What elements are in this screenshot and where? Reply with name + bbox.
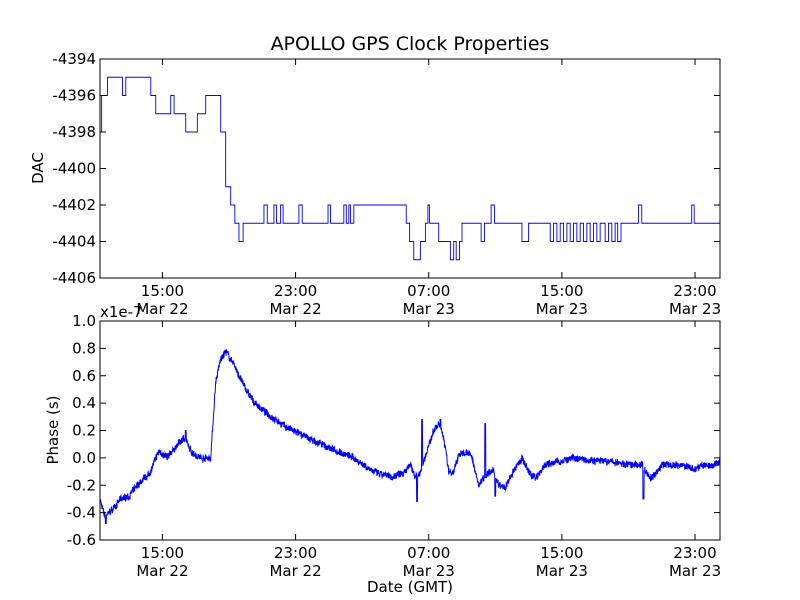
dac-y-axis-title: DAC [29,152,47,184]
x-tick-date-label: Mar 23 [669,300,721,318]
x-tick-date-label: Mar 22 [269,300,321,318]
x-tick-date-label: Mar 22 [136,562,188,580]
x-tick-time-label: 15:00 [540,282,583,300]
x-tick-time-label: 07:00 [407,282,450,300]
dac-panel: -4394 -4396 -4398 -4400 -4402 -4404 -4406 15:0… [29,50,721,318]
phase-series-line [100,349,720,525]
phase-y-ticks: 1.0 0.8 0.6 0.4 0.2 0.0 -0.2 -0.4 -0.6 [67,312,720,549]
phase-plot-area [100,321,720,540]
dac-series-layer [100,76,720,261]
x-tick-time-label: 07:00 [407,544,450,562]
x-tick-time-label: 23:00 [673,282,716,300]
x-tick-time-label: 15:00 [540,544,583,562]
x-tick-date-label: Mar 23 [403,300,455,318]
x-tick-date-label: Mar 22 [136,300,188,318]
y-tick-label: 1.0 [72,312,96,330]
x-tick-date-label: Mar 23 [669,562,721,580]
chart-title: APOLLO GPS Clock Properties [271,33,550,55]
y-tick-label: 0.0 [72,449,96,467]
y-tick-label: -4404 [52,233,96,251]
y-tick-label: 0.2 [72,422,96,440]
y-tick-label: -4398 [52,123,96,141]
y-tick-label: -0.6 [67,531,96,549]
y-tick-label: 0.4 [72,394,96,412]
dac-series-line [100,76,720,261]
phase-series-layer [100,349,720,525]
x-tick-time-label: 15:00 [141,544,184,562]
y-tick-label: 0.6 [72,367,96,385]
x-tick-time-label: 15:00 [141,282,184,300]
dac-y-ticks: -4394 -4396 -4398 -4400 -4402 -4404 -4406 [52,50,720,287]
x-tick-time-label: 23:00 [274,544,317,562]
y-tick-label: -0.4 [67,504,96,522]
y-tick-label: 0.8 [72,339,96,357]
phase-y-axis-title: Phase (s) [44,395,62,464]
x-tick-date-label: Mar 23 [536,300,588,318]
y-tick-label: -4406 [52,269,96,287]
dac-plot-area [100,59,720,278]
y-tick-label: -4394 [52,50,96,68]
x-tick-date-label: Mar 23 [536,562,588,580]
x-axis-title: Date (GMT) [367,578,453,596]
y-tick-label: -4400 [52,160,96,178]
x-tick-date-label: Mar 23 [403,562,455,580]
y-tick-label: -0.2 [67,476,96,494]
y-tick-label: -4396 [52,87,96,105]
phase-panel: 1.00.80.60.40.20.0-0.2-0.4-0.6 15:00Mar … [44,303,721,580]
x-tick-time-label: 23:00 [673,544,716,562]
phase-y-multiplier: x1e-7 [100,303,143,321]
x-tick-time-label: 23:00 [274,282,317,300]
y-tick-label: -4402 [52,196,96,214]
x-tick-date-label: Mar 22 [269,562,321,580]
